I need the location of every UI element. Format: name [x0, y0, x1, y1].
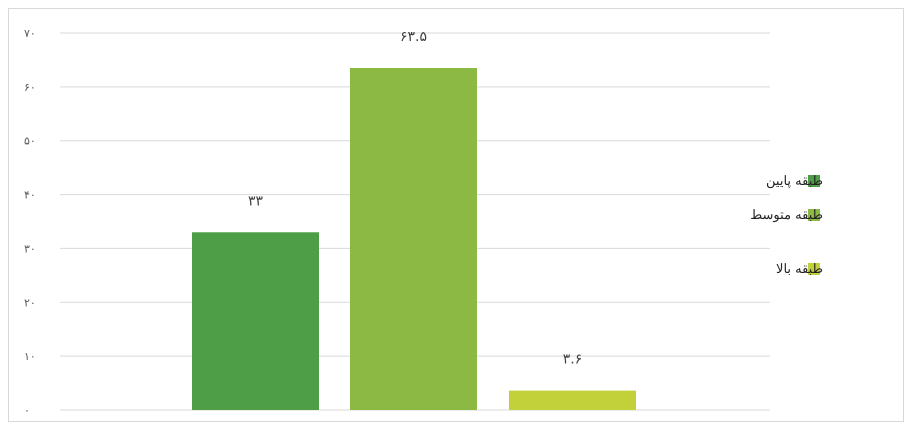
data-label: ۳۳ — [248, 193, 264, 209]
legend-label: طبقه متوسط — [750, 208, 823, 223]
bar — [192, 232, 319, 410]
y-tick-label: ۱۰ — [24, 350, 36, 363]
bar — [509, 390, 636, 410]
y-tick-label: ۶۰ — [24, 81, 36, 94]
y-tick-label: ۴۰ — [24, 189, 36, 202]
bar — [350, 68, 477, 410]
y-tick-label: ۵۰ — [24, 135, 36, 148]
y-tick-label: ۷۰ — [24, 27, 36, 40]
y-tick-label: ۳۰ — [24, 242, 36, 255]
legend-swatch — [808, 175, 820, 187]
y-tick-label: ۲۰ — [24, 296, 36, 309]
data-label: ۶۳.۵ — [400, 29, 427, 45]
legend-label: طبقه پایین — [766, 174, 823, 189]
y-tick-label: ۰ — [24, 404, 30, 417]
legend-label: طبقه بالا — [776, 262, 823, 277]
legend-swatch — [808, 263, 820, 275]
legend-swatch — [808, 209, 820, 221]
data-label: ۳.۶ — [563, 352, 583, 368]
